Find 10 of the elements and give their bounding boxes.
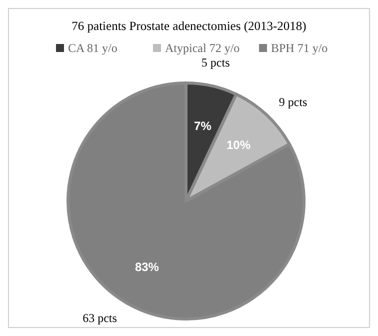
legend-label: CA 81 y/o (68, 41, 118, 55)
legend-label: BPH 71 y/o (271, 41, 328, 55)
data-label: 7% (194, 119, 212, 134)
text: 63 pcts (82, 310, 117, 325)
data-label: 10% (226, 138, 251, 152)
chart-title: 76 patients Prostate adenectomies (2013-2018) (72, 19, 306, 33)
text: 9 pcts (278, 95, 308, 110)
legend-label: Atypical 72 y/o (165, 41, 240, 55)
data-label: 83% (134, 260, 160, 274)
text: 5 pcts (201, 56, 230, 70)
